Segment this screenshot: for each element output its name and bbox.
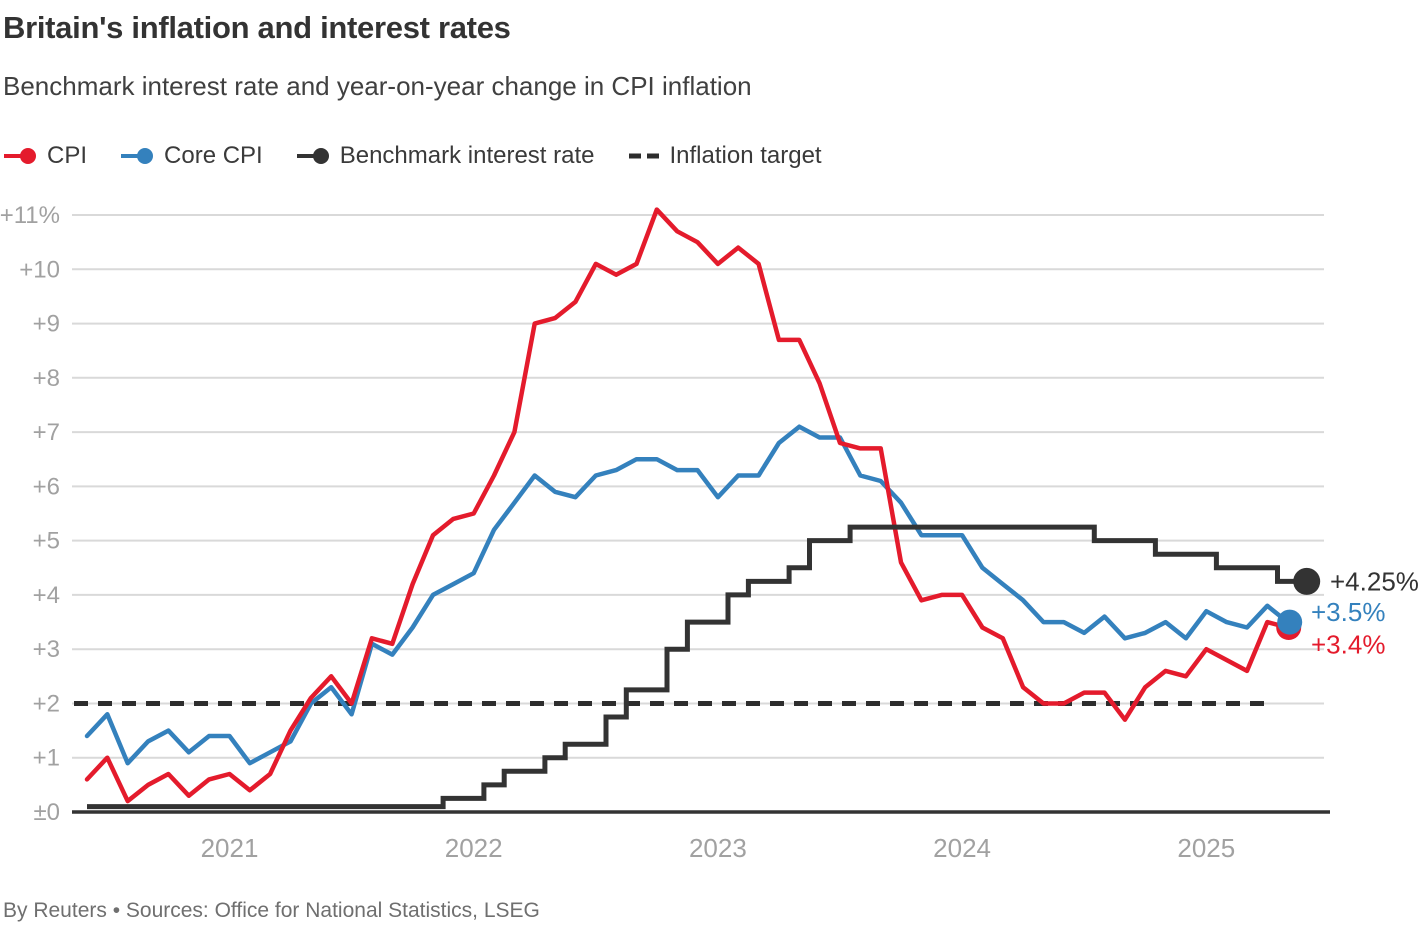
core-cpi-end-dot [1277,609,1303,635]
y-axis-label: +8 [33,365,60,392]
benchmark-rate-line [87,524,1307,810]
x-axis-label: 2025 [1177,833,1235,863]
legend-label-core-cpi: Core CPI [164,142,263,169]
page-title: Britain's inflation and interest rates [3,10,511,45]
y-axis-label: +9 [33,311,60,338]
y-axis-label: +1 [33,745,60,772]
y-axis-label: +6 [33,473,60,500]
legend-item-core-cpi: Core CPI [120,142,263,170]
y-axis-label: +4 [33,582,60,609]
x-axis-label: 2022 [445,833,503,863]
legend-item-benchmark-rate: Benchmark interest rate [296,142,595,170]
x-axis-label: 2021 [201,833,259,863]
legend-label-benchmark-rate: Benchmark interest rate [339,142,595,169]
y-axis-label: +2 [33,691,60,718]
y-axis-label: +11% [0,202,60,229]
legend-item-inflation-target: Inflation target [628,142,822,170]
legend-label-inflation-target: Inflation target [669,142,822,169]
y-axis-label: +10 [19,256,60,283]
x-axis-label: 2024 [933,833,991,863]
legend-label-cpi: CPI [47,142,88,169]
chart-subtitle: Benchmark interest rate and year-on-year… [3,71,752,101]
y-axis-label: +5 [33,528,60,555]
cpi-line [84,207,1290,804]
source-credit: By Reuters • Sources: Office for Nationa… [3,899,540,922]
benchmark-rate-end-label: +4.25% [1330,566,1419,596]
core-cpi-line [84,424,1290,766]
benchmark-rate-end-dot [1293,567,1321,595]
legend-item-cpi: CPI [3,142,87,170]
benchmark-rate-line-dot-icon [296,147,330,165]
cpi-end-label: +3.4% [1311,630,1385,660]
y-axis-label: ±0 [33,799,60,826]
chart-legend: CPI Core CPI Benchmark interest rate Inf… [3,142,822,170]
cpi-line-dot-icon [3,147,37,165]
x-axis-label: 2023 [689,833,747,863]
inflation-target-dashes-icon [628,147,660,165]
y-axis-label: +3 [33,636,60,663]
y-axis-label: +7 [33,419,60,446]
core-cpi-line-dot-icon [120,147,154,165]
core-cpi-end-label: +3.5% [1311,597,1385,627]
